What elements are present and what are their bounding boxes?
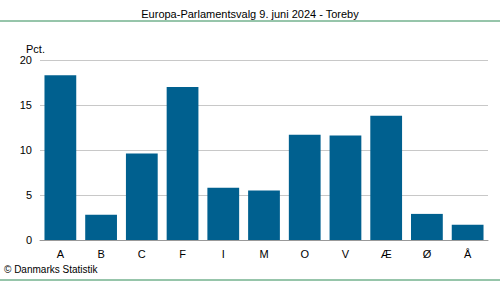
svg-text:Europa-Parlamentsvalg 9. juni: Europa-Parlamentsvalg 9. juni 2024 - Tor… — [141, 8, 359, 20]
svg-text:V: V — [342, 248, 350, 260]
svg-text:M: M — [259, 248, 268, 260]
svg-text:B: B — [97, 248, 104, 260]
svg-text:Æ: Æ — [381, 248, 392, 260]
svg-text:0: 0 — [26, 234, 32, 246]
svg-text:10: 10 — [20, 144, 32, 156]
svg-text:Pct.: Pct. — [26, 43, 45, 55]
svg-text:F: F — [179, 248, 186, 260]
svg-text:Å: Å — [464, 248, 472, 260]
svg-text:© Danmarks Statistik: © Danmarks Statistik — [4, 264, 99, 275]
svg-text:C: C — [138, 248, 146, 260]
svg-text:A: A — [57, 248, 65, 260]
svg-text:20: 20 — [20, 54, 32, 66]
svg-text:O: O — [300, 248, 309, 260]
svg-text:5: 5 — [26, 189, 32, 201]
svg-text:15: 15 — [20, 99, 32, 111]
svg-text:Ø: Ø — [423, 248, 432, 260]
svg-text:I: I — [222, 248, 225, 260]
